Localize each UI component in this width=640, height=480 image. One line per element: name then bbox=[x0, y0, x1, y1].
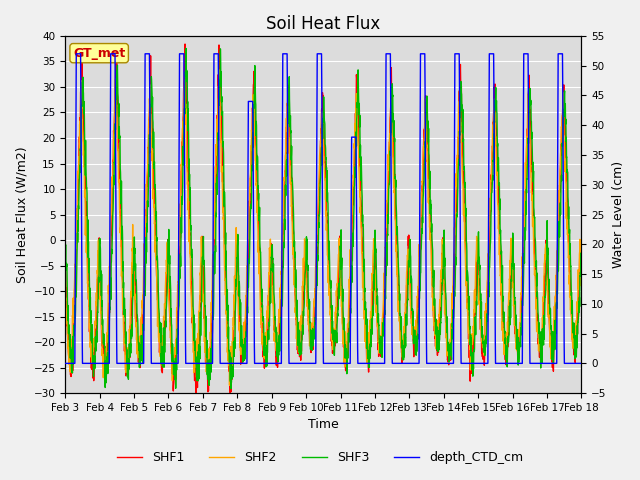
depth_CTD_cm bbox=[61, 360, 69, 366]
SHF1 bbox=[532, 304, 540, 310]
SHF3 bbox=[339, 289, 346, 295]
SHF2 bbox=[226, 383, 234, 388]
depth_CTD_cm bbox=[547, 360, 554, 366]
SHF3 bbox=[547, 306, 554, 312]
X-axis label: Time: Time bbox=[308, 419, 339, 432]
SHF2 bbox=[205, 346, 213, 351]
SHF1 bbox=[61, 268, 69, 274]
Y-axis label: Soil Heat Flux (W/m2): Soil Heat Flux (W/m2) bbox=[15, 146, 28, 283]
Line: SHF2: SHF2 bbox=[65, 70, 581, 385]
SHF1 bbox=[474, 245, 481, 251]
SHF3 bbox=[474, 273, 481, 279]
SHF3 bbox=[577, 265, 585, 271]
SHF2 bbox=[577, 276, 585, 282]
SHF2 bbox=[474, 259, 481, 264]
SHF2 bbox=[532, 297, 540, 303]
Line: SHF3: SHF3 bbox=[65, 48, 581, 389]
SHF2 bbox=[61, 288, 69, 294]
Line: SHF1: SHF1 bbox=[65, 44, 581, 403]
SHF3 bbox=[349, 226, 357, 231]
SHF2 bbox=[349, 176, 357, 181]
SHF3 bbox=[227, 386, 235, 392]
SHF1 bbox=[339, 309, 346, 314]
SHF1 bbox=[577, 254, 585, 260]
depth_CTD_cm bbox=[349, 134, 357, 140]
SHF1 bbox=[206, 358, 214, 364]
Text: GT_met: GT_met bbox=[73, 47, 125, 60]
SHF2 bbox=[547, 336, 554, 342]
Title: Soil Heat Flux: Soil Heat Flux bbox=[266, 15, 380, 33]
depth_CTD_cm bbox=[338, 360, 346, 366]
SHF1 bbox=[181, 41, 189, 47]
SHF1 bbox=[192, 400, 200, 406]
SHF3 bbox=[532, 264, 540, 270]
Line: depth_CTD_cm: depth_CTD_cm bbox=[65, 54, 581, 363]
depth_CTD_cm bbox=[577, 360, 585, 366]
SHF1 bbox=[547, 337, 554, 343]
SHF2 bbox=[339, 321, 346, 327]
depth_CTD_cm bbox=[474, 360, 481, 366]
SHF3 bbox=[205, 357, 213, 362]
SHF2 bbox=[216, 67, 223, 73]
SHF3 bbox=[61, 260, 69, 265]
depth_CTD_cm bbox=[72, 51, 80, 57]
SHF1 bbox=[349, 179, 357, 185]
SHF3 bbox=[182, 46, 190, 51]
Y-axis label: Water Level (cm): Water Level (cm) bbox=[612, 161, 625, 268]
Legend: SHF1, SHF2, SHF3, depth_CTD_cm: SHF1, SHF2, SHF3, depth_CTD_cm bbox=[112, 446, 528, 469]
depth_CTD_cm bbox=[532, 360, 540, 366]
depth_CTD_cm bbox=[205, 360, 213, 366]
